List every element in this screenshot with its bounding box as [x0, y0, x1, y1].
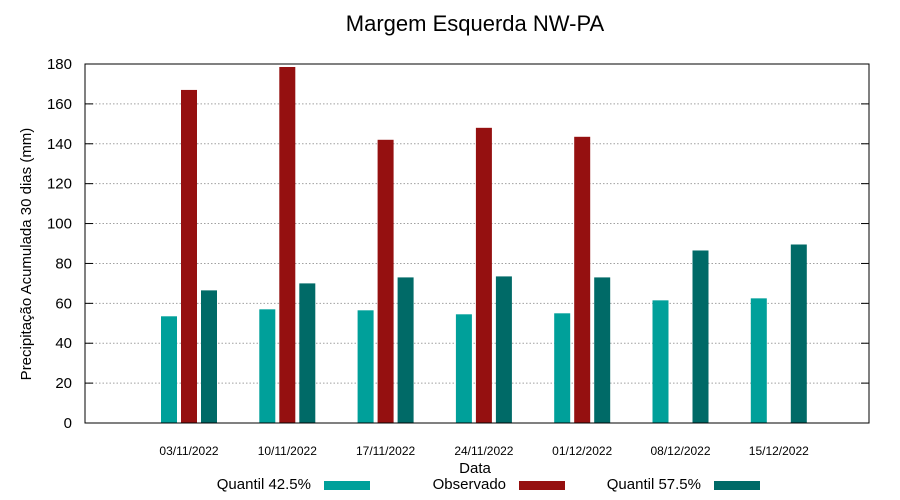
x-tick-label: 24/11/2022: [454, 444, 513, 458]
y-tick-label: 80: [55, 255, 72, 272]
x-tick-label: 08/12/2022: [650, 444, 710, 458]
legend-swatch: [714, 481, 760, 490]
x-axis-ticks: 03/11/2022 10/11/2022 17/11/2022 24/11/2022…: [159, 444, 809, 458]
bar-quantil-42-5-08-12-2022: [652, 300, 669, 423]
y-tick-label: 100: [47, 216, 72, 233]
y-tick-label: 40: [55, 335, 72, 352]
plot-frame: [84, 63, 870, 424]
legend-label: Quantil 57.5%: [607, 476, 701, 493]
y-axis-label: Precipitação Acumulada 30 dias (mm): [18, 128, 35, 381]
bar-quantil-42-5-24-11-2022: [455, 314, 472, 423]
y-tick-label: 180: [47, 56, 72, 73]
y-tick-label: 20: [55, 375, 72, 392]
x-tick-label: 10/11/2022: [258, 444, 317, 458]
bar-quantil-42-5-03-11-2022: [161, 316, 177, 423]
bar-observado-24-11-2022: [475, 127, 492, 424]
x-axis-label: Data: [459, 460, 491, 477]
bar-observado-03-11-2022: [181, 89, 197, 423]
y-axis-ticks: 0 20 40 60 80 100 120 140 160 180: [47, 56, 869, 432]
bar-quantil-57-5-01-12-2022: [594, 277, 611, 423]
bar-quantil-42-5-01-12-2022: [554, 313, 571, 423]
y-tick-label: 160: [47, 96, 72, 113]
bar-quantil-57-5-17-11-2022: [397, 277, 414, 423]
bar-quantil-57-5-15-12-2022: [790, 244, 807, 423]
bar-observado-17-11-2022: [377, 139, 394, 424]
bar-quantil-57-5-24-11-2022: [495, 276, 512, 423]
legend-label: Observado: [433, 476, 506, 493]
legend: Quantil 42.5% Observado Quantil 57.5%: [217, 476, 760, 493]
y-tick-label: 140: [47, 136, 72, 153]
legend-label: Quantil 42.5%: [217, 476, 311, 493]
x-tick-label: 01/12/2022: [552, 444, 612, 458]
y-tick-label: 120: [47, 176, 72, 193]
bar-quantil-57-5-03-11-2022: [201, 290, 217, 423]
bar-quantil-57-5-10-11-2022: [299, 283, 316, 423]
x-tick-label: 03/11/2022: [159, 444, 218, 458]
bar-quantil-57-5-08-12-2022: [692, 250, 709, 423]
chart-title: Margem Esquerda NW-PA: [346, 11, 605, 36]
bars: [161, 66, 807, 424]
bar-quantil-42-5-17-11-2022: [357, 310, 374, 423]
bar-quantil-42-5-15-12-2022: [750, 298, 767, 423]
x-tick-label: 17/11/2022: [356, 444, 415, 458]
bar-observado-10-11-2022: [279, 66, 296, 423]
legend-swatch: [519, 481, 565, 490]
x-tick-label: 15/12/2022: [749, 444, 809, 458]
legend-swatch: [324, 481, 370, 490]
y-tick-label: 60: [55, 295, 72, 312]
y-tick-label: 0: [64, 415, 72, 432]
bar-observado-01-12-2022: [574, 136, 591, 423]
bar-quantil-42-5-10-11-2022: [259, 309, 276, 423]
